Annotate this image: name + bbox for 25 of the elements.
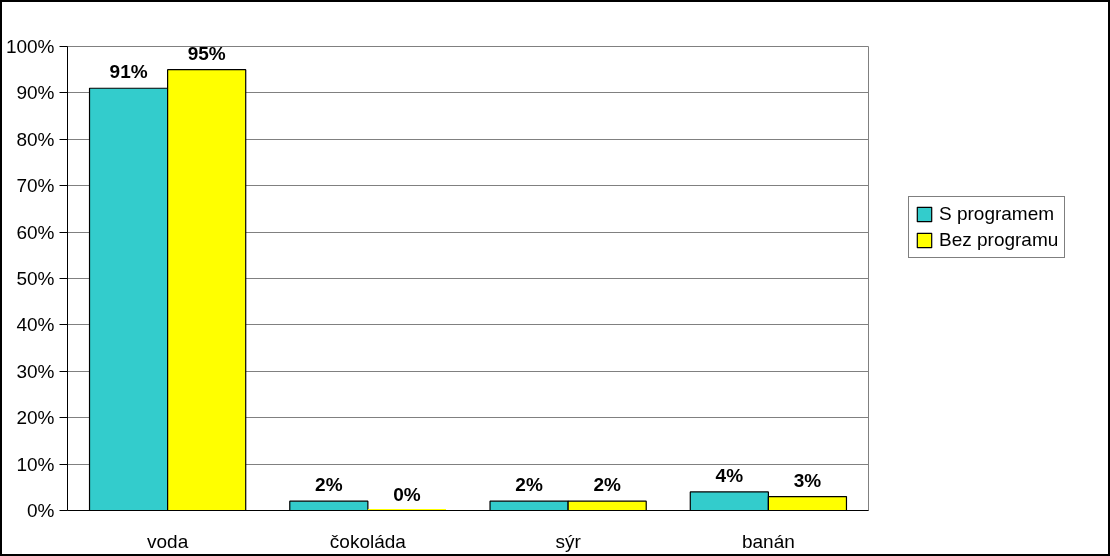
y-tick-label: 100% [5,36,55,57]
y-tick-label: 90% [16,82,55,104]
data-label: 2% [515,474,543,496]
data-label: 3% [793,469,822,491]
x-tick-label: čokoláda [329,530,407,552]
y-tick-label: 40% [16,314,55,336]
data-label: 0% [393,483,421,505]
y-tick-label: 10% [16,453,55,475]
legend-label: Bez programu [939,229,1059,251]
y-tick-label: 20% [16,407,55,429]
x-tick-label: banán [741,530,795,552]
data-label: 4% [715,464,744,486]
x-tick-label: voda [147,530,189,552]
y-tick-label: 70% [16,175,55,197]
legend-label: S programem [939,203,1055,225]
y-tick-label: 30% [16,360,55,382]
data-label: 91% [109,61,148,83]
x-tick-label: sýr [555,530,582,552]
y-tick-label: 60% [16,221,55,243]
data-label: 2% [315,474,343,496]
y-tick-label: 50% [16,268,55,289]
data-label: 95% [187,42,226,64]
y-tick-label: 0% [27,500,55,521]
y-tick-label: 80% [16,128,55,150]
data-label: 2% [593,474,622,496]
